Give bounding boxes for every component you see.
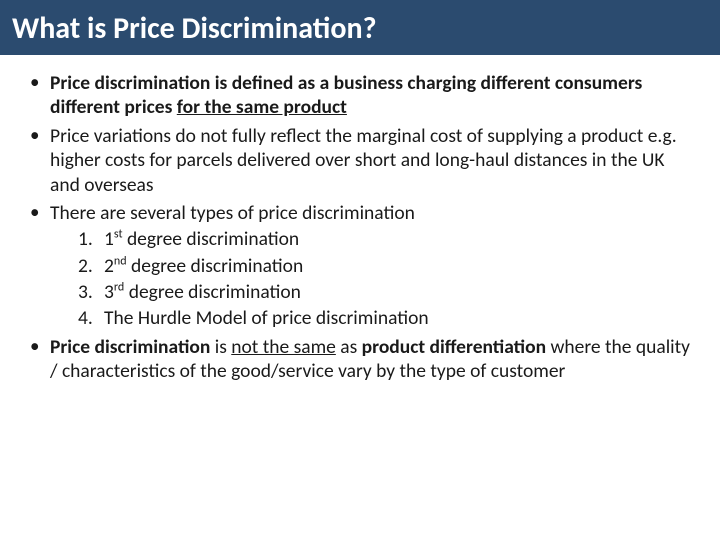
list-item: There are several types of price discrim… [24,201,696,331]
list-item: 4.The Hurdle Model of price discriminati… [78,306,696,330]
bullet-4-bold2: product differentiation [362,335,546,359]
ordered-sublist: 1.1st degree discrimination 2.2nd degree… [50,227,696,331]
bullet-list: Price discrimination is defined as a bus… [24,71,696,384]
list-item: Price variations do not fully reflect th… [24,124,696,197]
slide-title: What is Price Discrimination? [0,0,720,55]
bullet-1-text-bold: Price discrimination is defined as a bus… [50,71,642,119]
list-item: 3.3rd degree discrimination [78,280,696,304]
bullet-3-text: There are several types of price discrim… [50,201,415,225]
list-item: Price discrimination is defined as a bus… [24,71,696,120]
list-item: 2.2nd degree discrimination [78,254,696,278]
bullet-4-underline: not the same [231,335,336,359]
slide-body: Price discrimination is defined as a bus… [0,55,720,384]
list-item: 1.1st degree discrimination [78,227,696,251]
list-item: Price discrimination is not the same as … [24,335,696,384]
bullet-4-bold1: Price discrimination [50,335,210,359]
